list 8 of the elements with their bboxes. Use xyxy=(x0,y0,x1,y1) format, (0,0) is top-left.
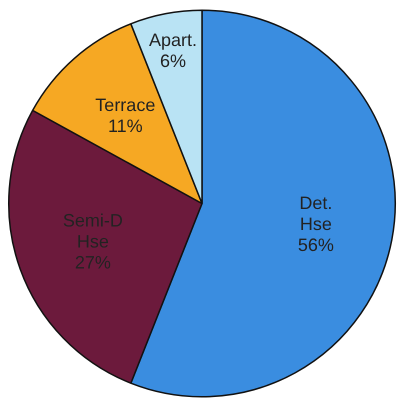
data-label: 6% xyxy=(160,51,186,72)
data-label: 11% xyxy=(108,116,143,136)
slice-label: Semi-D Hse xyxy=(62,210,123,252)
data-label: 27% xyxy=(74,252,111,273)
data-label: 56% xyxy=(298,235,334,256)
slice-label: Terrace xyxy=(95,94,156,115)
slice-label: Det. Hse xyxy=(299,193,332,234)
slice-label: Apart. xyxy=(149,30,198,50)
